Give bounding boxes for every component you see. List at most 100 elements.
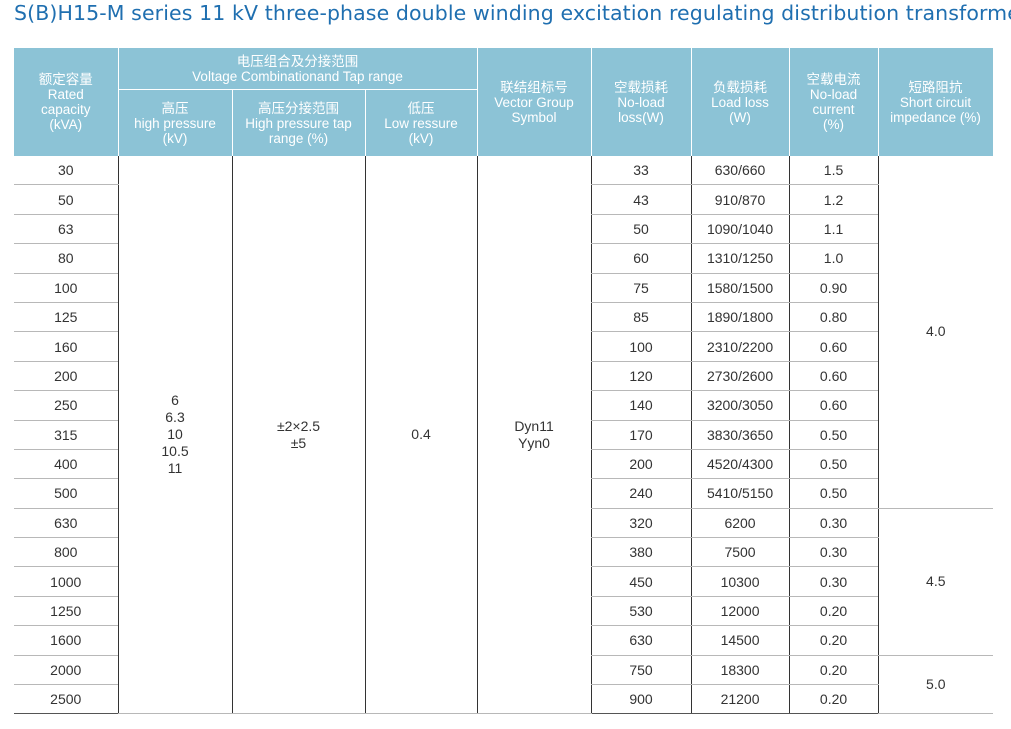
table-row: 400 200 4520/4300 0.50: [14, 449, 993, 480]
noload-loss-cell: 170: [590, 420, 692, 450]
capacity-cell: 2500: [14, 684, 118, 715]
header-voltage-group: 电压组合及分接范围 Voltage Combinationand Tap rang…: [117, 48, 478, 90]
header-noload-current: 空载电流 No-load current (%): [788, 48, 879, 156]
table-row: 30 6 6.3 10 10.5 11 ±2×2.5 ±5 0.4 Dyn11 Yyn0…: [14, 156, 994, 715]
load-loss-cell: 21200: [690, 684, 790, 715]
load-loss-cell: 4520/4300: [690, 449, 790, 480]
noload-loss-cell: 140: [590, 390, 692, 421]
load-loss-cell: 1890/1800: [690, 302, 790, 333]
capacity-cell: 500: [14, 478, 118, 509]
noload-loss-cell: 380: [590, 537, 692, 568]
load-loss-cell: 18300: [690, 655, 790, 686]
header-tap-range: 高压分接范围 High pressure tap range (%): [231, 89, 366, 156]
header-noload-loss: 空载损耗 No-load loss(W): [590, 48, 692, 156]
noload-loss-cell: 60: [590, 243, 692, 274]
noload-current-cell: 1.2: [788, 184, 879, 215]
noload-current-cell: 1.0: [788, 243, 879, 274]
load-loss-cell: 630/660: [690, 156, 790, 186]
table-header: 额定容量 Rated capacity (kVA) 电压组合及分接范围 Voltag…: [14, 48, 994, 156]
load-loss-cell: 10300: [690, 566, 790, 597]
table-row: 200 120 2730/2600 0.60: [14, 361, 993, 392]
capacity-cell: 160: [14, 331, 118, 362]
header-vector-group: 联结组标号 Vector Group Symbol: [476, 48, 592, 156]
load-loss-cell: 1310/1250: [690, 243, 790, 274]
capacity-cell: 200: [14, 361, 118, 392]
page-title: S(B)H15-M series 11 kV three-phase doubl…: [14, 1, 1011, 25]
noload-current-cell: 0.50: [788, 420, 879, 450]
noload-loss-cell: 900: [590, 684, 692, 715]
impedance-cell: 5.0: [877, 655, 994, 715]
capacity-cell: 250: [14, 390, 118, 421]
capacity-cell: 125: [14, 302, 118, 333]
capacity-cell: 800: [14, 537, 118, 568]
noload-current-cell: 1.5: [788, 156, 879, 186]
noload-loss-cell: 530: [590, 596, 692, 627]
load-loss-cell: 5410/5150: [690, 478, 790, 509]
load-loss-cell: 12000: [690, 596, 790, 627]
noload-loss-cell: 100: [590, 331, 692, 362]
table-row: 800 380 7500 0.30: [14, 537, 993, 568]
table-row: 80 60 1310/1250 1.0: [14, 243, 993, 274]
noload-loss-cell: 85: [590, 302, 692, 333]
load-loss-cell: 2730/2600: [690, 361, 790, 392]
noload-loss-cell: 50: [590, 214, 692, 245]
vector-group-cell: Dyn11 Yyn0: [476, 156, 592, 715]
capacity-cell: 400: [14, 449, 118, 480]
capacity-cell: 1600: [14, 625, 118, 656]
noload-current-cell: 0.30: [788, 566, 879, 597]
load-loss-cell: 7500: [690, 537, 790, 568]
capacity-cell: 63: [14, 214, 118, 245]
table-row: 2500 900 21200 0.20: [14, 684, 993, 715]
table-row: 1000 450 10300 0.30: [14, 566, 993, 597]
noload-current-cell: 0.50: [788, 449, 879, 480]
noload-current-cell: 0.20: [788, 625, 879, 656]
table-row: 250 140 3200/3050 0.60: [14, 390, 993, 421]
table-row: 1600 630 14500 0.20: [14, 625, 993, 656]
noload-loss-cell: 43: [590, 184, 692, 215]
load-loss-cell: 6200: [690, 508, 790, 539]
low-voltage-cell: 0.4: [364, 156, 478, 715]
noload-loss-cell: 320: [590, 508, 692, 539]
capacity-cell: 30: [14, 156, 118, 186]
header-low-voltage: 低压 Low ressure (kV): [364, 89, 478, 156]
capacity-cell: 630: [14, 508, 118, 539]
noload-current-cell: 0.50: [788, 478, 879, 509]
noload-current-cell: 0.60: [788, 331, 879, 362]
header-impedance: 短路阻抗 Short circuit impedance (%): [877, 48, 994, 156]
spec-table: 额定容量 Rated capacity (kVA) 电压组合及分接范围 Voltag…: [14, 48, 994, 715]
table-row: 63 50 1090/1040 1.1: [14, 214, 993, 245]
load-loss-cell: 1580/1500: [690, 273, 790, 303]
table-row: 630 320 6200 0.30 4.5: [14, 508, 994, 656]
table-row: 160 100 2310/2200 0.60: [14, 331, 993, 362]
noload-current-cell: 1.1: [788, 214, 879, 245]
header-high-voltage: 高压 high pressure (kV): [118, 89, 233, 156]
header-capacity: 额定容量 Rated capacity (kVA): [14, 48, 119, 156]
table-row: 315 170 3830/3650 0.50: [14, 420, 993, 450]
noload-current-cell: 0.30: [788, 537, 879, 568]
tap-range-cell: ±2×2.5 ±5: [231, 156, 365, 715]
noload-current-cell: 0.20: [788, 684, 879, 715]
noload-current-cell: 0.30: [788, 508, 879, 539]
noload-loss-cell: 240: [590, 478, 692, 509]
capacity-cell: 50: [14, 184, 118, 215]
table-row: 125 85 1890/1800 0.80: [14, 302, 993, 333]
load-loss-cell: 910/870: [690, 184, 790, 215]
table-row: 50 43 910/870 1.2: [14, 184, 993, 215]
header-load-loss: 负载损耗 Load loss (W): [690, 48, 790, 156]
table-row: 100 75 1580/1500 0.90: [14, 273, 993, 303]
capacity-cell: 100: [14, 273, 118, 303]
capacity-cell: 2000: [14, 655, 118, 686]
table-body: 30 6 6.3 10 10.5 11 ±2×2.5 ±5 0.4 Dyn11 Yyn0…: [14, 156, 994, 715]
capacity-cell: 1000: [14, 566, 118, 597]
noload-current-cell: 0.20: [788, 596, 879, 627]
noload-loss-cell: 450: [590, 566, 692, 597]
noload-current-cell: 0.90: [788, 273, 879, 303]
noload-current-cell: 0.60: [788, 361, 879, 392]
capacity-cell: 1250: [14, 596, 118, 627]
load-loss-cell: 2310/2200: [690, 331, 790, 362]
noload-current-cell: 0.60: [788, 390, 879, 421]
load-loss-cell: 3200/3050: [690, 390, 790, 421]
noload-current-cell: 0.20: [788, 655, 879, 686]
load-loss-cell: 14500: [690, 625, 790, 656]
noload-loss-cell: 75: [590, 273, 692, 303]
